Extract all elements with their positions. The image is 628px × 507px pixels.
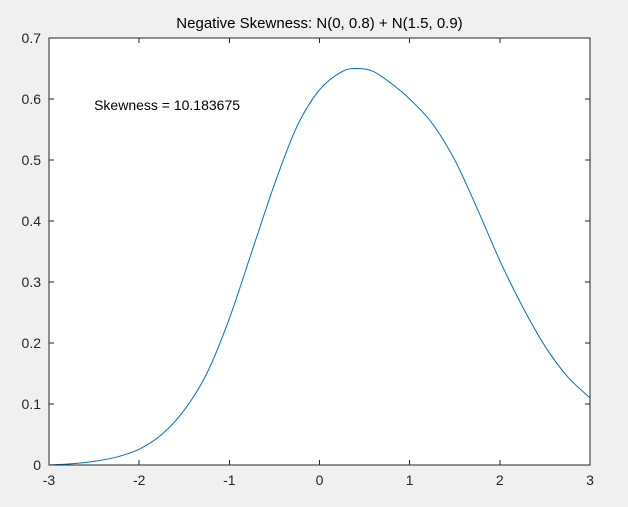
x-tick-label: 1 <box>406 472 414 488</box>
y-tick-label: 0.6 <box>22 91 42 107</box>
x-tick-label: 3 <box>586 472 594 488</box>
x-tick-label: 0 <box>316 472 324 488</box>
x-tick-label: -2 <box>133 472 146 488</box>
y-tick-label: 0.5 <box>22 152 42 168</box>
y-tick-label: 0.1 <box>22 396 42 412</box>
plot-area <box>49 38 590 465</box>
series-line <box>48 67 591 466</box>
y-tick-label: 0.4 <box>22 213 42 229</box>
chart-title: Negative Skewness: N(0, 0.8) + N(1.5, 0.… <box>176 15 462 32</box>
y-tick-label: 0.7 <box>22 30 42 46</box>
x-tick-label: 2 <box>496 472 504 488</box>
y-tick-label: 0.2 <box>22 335 42 351</box>
skewness-annotation: Skewness = 10.183675 <box>94 97 240 113</box>
y-tick-label: 0 <box>33 457 41 473</box>
x-tick-label: -3 <box>43 472 56 488</box>
x-tick-label: -1 <box>223 472 236 488</box>
y-tick-label: 0.3 <box>22 274 42 290</box>
